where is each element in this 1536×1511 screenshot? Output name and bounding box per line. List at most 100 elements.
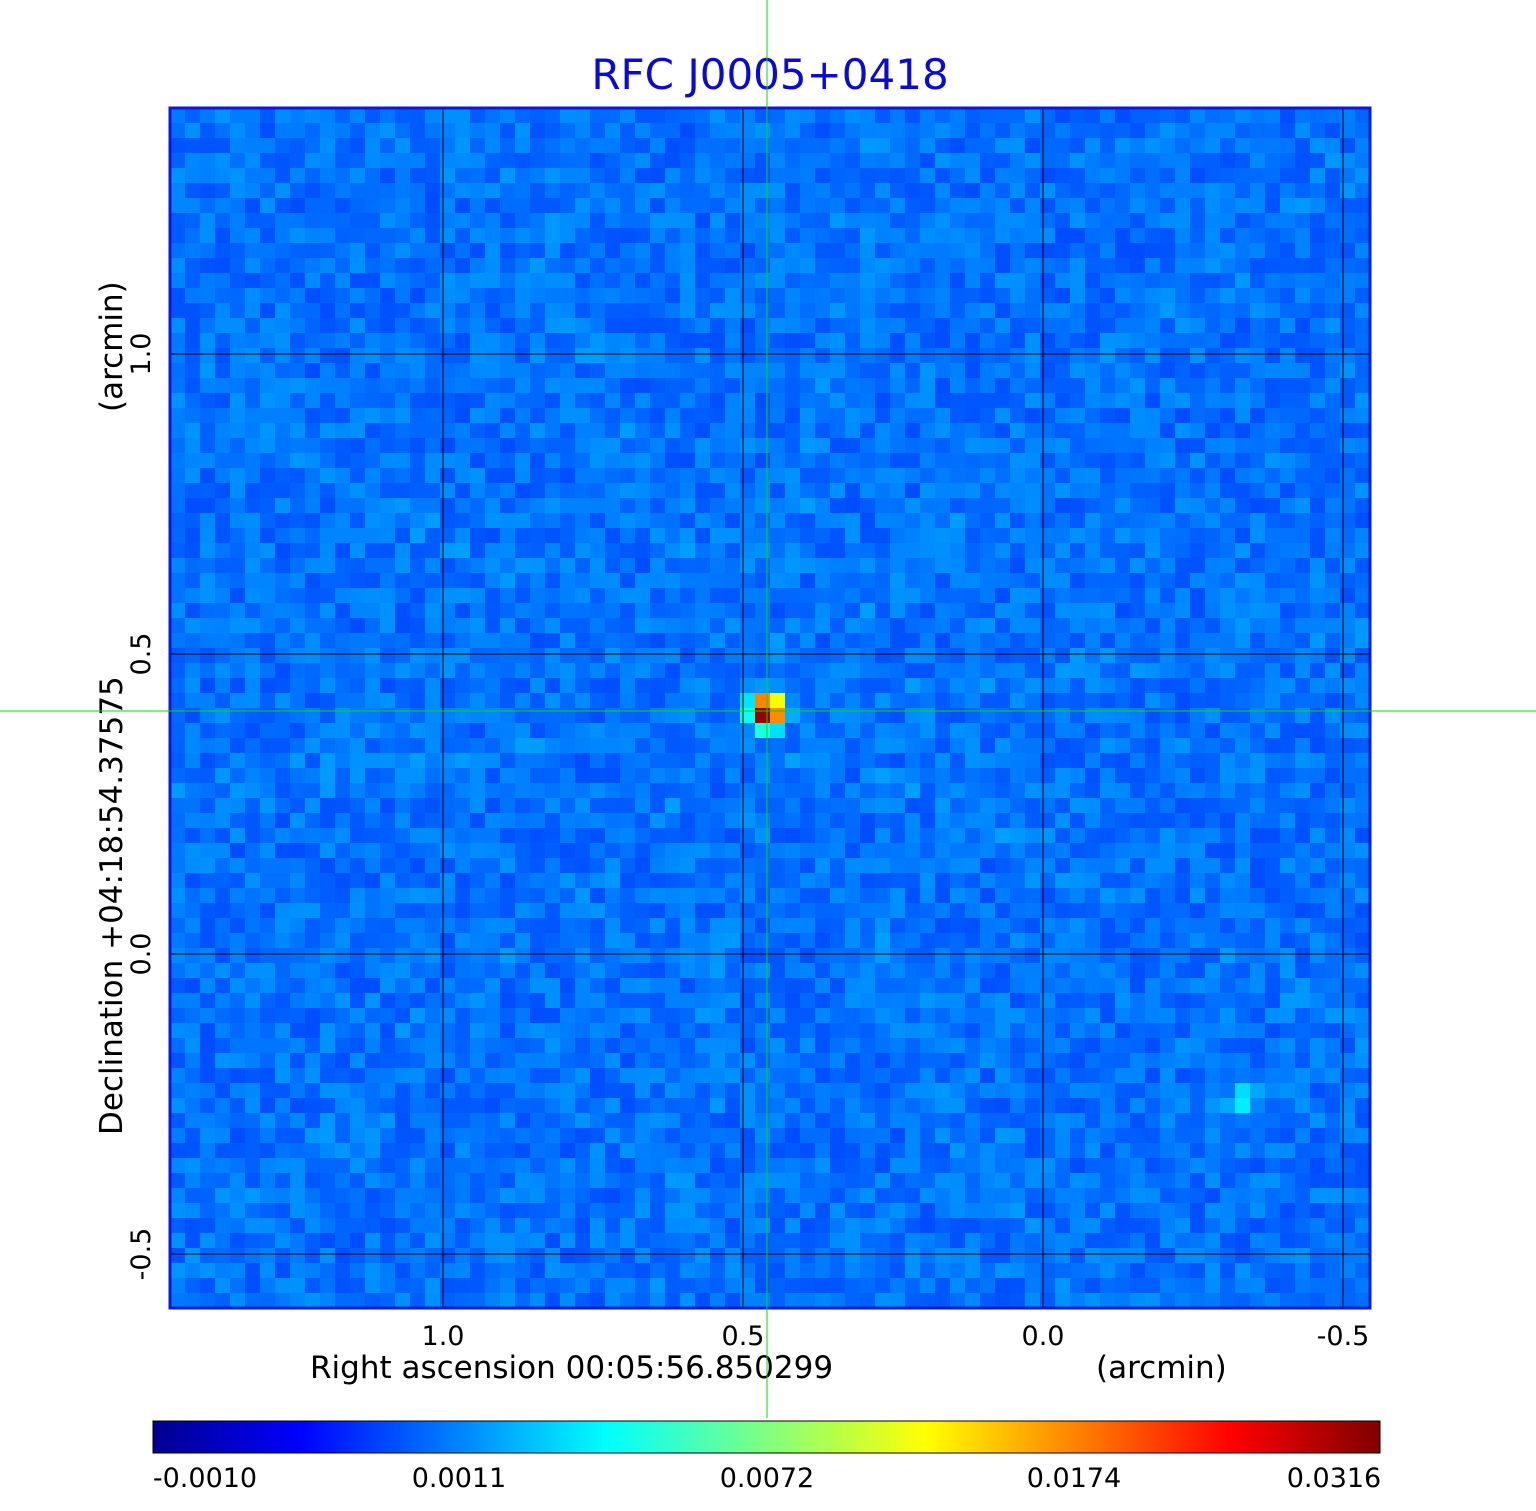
map-pixel — [1145, 468, 1161, 484]
map-pixel — [1100, 468, 1116, 484]
map-pixel — [1340, 573, 1356, 589]
map-pixel — [275, 483, 291, 499]
map-pixel — [1085, 753, 1101, 769]
map-pixel — [1130, 768, 1146, 784]
map-pixel — [215, 183, 231, 199]
map-pixel — [860, 243, 876, 259]
map-pixel — [770, 933, 786, 949]
map-pixel — [695, 903, 711, 919]
map-pixel — [320, 288, 336, 304]
map-pixel — [425, 453, 441, 469]
map-pixel — [575, 738, 591, 754]
map-pixel — [260, 318, 276, 334]
map-pixel — [215, 438, 231, 454]
map-pixel — [680, 348, 696, 364]
map-pixel — [890, 858, 906, 874]
map-pixel — [200, 603, 216, 619]
map-pixel — [425, 678, 441, 694]
map-pixel — [1025, 393, 1041, 409]
map-pixel — [545, 408, 561, 424]
map-pixel — [950, 468, 966, 484]
map-pixel — [1025, 183, 1041, 199]
map-pixel — [665, 753, 681, 769]
map-pixel — [365, 663, 381, 679]
map-pixel — [260, 363, 276, 379]
map-pixel — [290, 993, 306, 1009]
map-pixel — [245, 273, 261, 289]
map-pixel — [665, 333, 681, 349]
map-pixel — [1010, 153, 1026, 169]
map-pixel — [830, 423, 846, 439]
map-pixel — [425, 588, 441, 604]
map-pixel — [1280, 243, 1296, 259]
map-pixel — [380, 243, 396, 259]
map-pixel — [1115, 483, 1131, 499]
map-pixel — [620, 588, 636, 604]
map-pixel — [1100, 378, 1116, 394]
map-pixel — [875, 243, 891, 259]
map-pixel — [260, 588, 276, 604]
map-pixel — [1235, 723, 1251, 739]
map-pixel — [800, 573, 816, 589]
map-pixel — [1220, 918, 1236, 934]
map-pixel — [1055, 438, 1071, 454]
map-pixel — [665, 993, 681, 1009]
map-pixel — [365, 153, 381, 169]
map-pixel — [590, 858, 606, 874]
map-pixel — [905, 603, 921, 619]
map-pixel — [590, 618, 606, 634]
map-pixel — [1340, 228, 1356, 244]
map-pixel — [485, 858, 501, 874]
map-pixel — [1205, 378, 1221, 394]
map-pixel — [575, 843, 591, 859]
map-pixel — [950, 423, 966, 439]
map-pixel — [560, 948, 576, 964]
map-pixel — [455, 183, 471, 199]
map-pixel — [620, 918, 636, 934]
map-pixel — [590, 378, 606, 394]
map-pixel — [965, 543, 981, 559]
map-pixel — [845, 918, 861, 934]
map-pixel — [320, 933, 336, 949]
map-pixel — [785, 273, 801, 289]
map-pixel — [965, 798, 981, 814]
map-pixel — [275, 258, 291, 274]
map-pixel — [725, 618, 741, 634]
map-pixel — [1265, 288, 1281, 304]
map-pixel — [1100, 123, 1116, 139]
map-pixel — [425, 873, 441, 889]
map-pixel — [575, 168, 591, 184]
map-pixel — [1310, 108, 1326, 124]
map-pixel — [860, 573, 876, 589]
map-pixel — [1025, 468, 1041, 484]
map-pixel — [545, 903, 561, 919]
map-pixel — [905, 153, 921, 169]
map-pixel — [725, 183, 741, 199]
map-pixel — [170, 123, 186, 139]
map-pixel — [1070, 618, 1086, 634]
map-pixel — [1355, 378, 1370, 394]
map-pixel — [785, 678, 801, 694]
map-pixel — [440, 483, 456, 499]
map-pixel — [1220, 228, 1236, 244]
map-pixel — [1070, 1008, 1086, 1024]
map-pixel — [185, 513, 201, 529]
map-pixel — [185, 243, 201, 259]
map-pixel — [1085, 333, 1101, 349]
map-pixel — [425, 303, 441, 319]
map-pixel — [740, 1023, 756, 1039]
map-pixel — [1175, 303, 1191, 319]
map-pixel — [695, 708, 711, 724]
map-pixel — [1220, 423, 1236, 439]
map-pixel — [725, 873, 741, 889]
map-pixel — [995, 528, 1011, 544]
map-pixel — [710, 828, 726, 844]
map-pixel — [260, 543, 276, 559]
map-pixel — [500, 558, 516, 574]
map-pixel — [245, 918, 261, 934]
map-pixel — [380, 468, 396, 484]
plot-area[interactable] — [170, 108, 1371, 1309]
map-pixel — [680, 438, 696, 454]
map-pixel — [830, 903, 846, 919]
